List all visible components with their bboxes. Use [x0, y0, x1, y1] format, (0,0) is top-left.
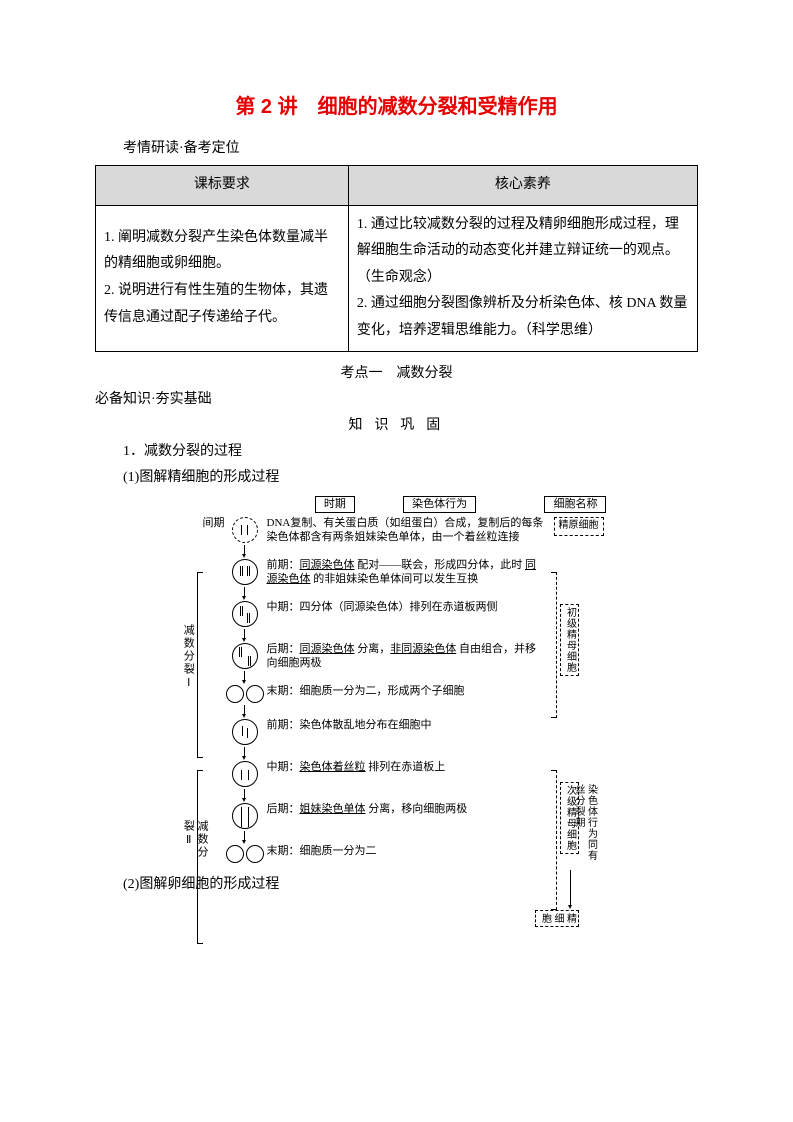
kaodian-heading: 考点一 减数分裂: [95, 362, 698, 382]
cell-m1-metaphase: [232, 601, 258, 627]
cell-m2-anaphase: [232, 803, 258, 829]
arrow-icon: [244, 747, 245, 757]
arrow-icon: [244, 831, 245, 841]
desc-interphase: DNA复制、有关蛋白质（如组蛋白）合成，复制后的每条染色体都含有两条姐妹染色单体…: [261, 517, 551, 545]
arrow-icon: [244, 671, 245, 681]
desc-m1-telophase: 末期：细胞质一分为二，形成两个子细胞: [261, 685, 551, 699]
cellname-sperm: 精细胞: [535, 910, 579, 927]
cell-m1-telophase: [226, 685, 264, 703]
hdr-time: 时期: [315, 496, 355, 514]
page-title: 第 2 讲 细胞的减数分裂和受精作用: [95, 90, 698, 119]
desc-m2-anaphase: 后期：姐妹染色单体 分离，移向细胞两极: [261, 803, 551, 817]
desc-m2-prophase: 前期：染色体散乱地分布在细胞中: [261, 719, 551, 733]
section-1: 1．减数分裂的过程: [95, 440, 698, 460]
meiosis-diagram: 减数分裂Ⅰ 减数分裂Ⅱ 初级精母细胞 次级精母细胞 染色体行为同有丝分裂期 精细…: [187, 496, 607, 864]
hdr-behavior: 染色体行为: [403, 496, 476, 514]
item-1-1: (1)图解精细胞的形成过程: [95, 466, 698, 486]
desc-m2-metaphase: 中期：染色体着丝粒 排列在赤道板上: [261, 761, 551, 775]
hdr-cellname: 细胞名称: [544, 496, 606, 514]
cell-m1-prophase: [232, 559, 258, 585]
subtitle-kaoqing: 考情研读·备考定位: [95, 137, 698, 157]
td-kebiao: 1. 阐明减数分裂产生染色体数量减半的精细胞或卵细胞。 2. 说明进行有性生殖的…: [96, 205, 349, 351]
arrow-icon: [244, 545, 245, 555]
cell-m1-anaphase: [232, 643, 258, 669]
cell-interphase: [232, 517, 258, 543]
arrow-icon: [244, 587, 245, 597]
zhishi-heading: 知 识 巩 固: [95, 414, 698, 434]
item-1-2: (2)图解卵细胞的形成过程: [95, 873, 698, 893]
th-hexin: 核心素养: [348, 166, 697, 206]
arrow-icon: [244, 629, 245, 639]
label-interphase: 间期: [187, 517, 229, 531]
desc-m1-anaphase: 后期：同源染色体 分离，非同源染色体 自由组合，并移向细胞两极: [261, 643, 551, 671]
desc-m1-metaphase: 中期：四分体（同源染色体）排列在赤道板两侧: [261, 601, 551, 615]
bibei-heading: 必备知识·夯实基础: [95, 388, 698, 408]
arrow-icon: [244, 705, 245, 715]
cell-m2-metaphase: [232, 761, 258, 787]
td-hexin: 1. 通过比较减数分裂的过程及精卵细胞形成过程，理解细胞生命活动的动态变化并建立…: [348, 205, 697, 351]
th-kebiao: 课标要求: [96, 166, 349, 206]
arrow-icon: [244, 789, 245, 799]
requirements-table: 课标要求 核心素养 1. 阐明减数分裂产生染色体数量减半的精细胞或卵细胞。 2.…: [95, 165, 698, 352]
desc-m1-prophase: 前期：同源染色体 配对——联会，形成四分体，此时 同源染色体 的非姐妹染色单体间…: [261, 559, 551, 587]
cellname-interphase: 精原细胞: [554, 517, 604, 536]
cell-m2-telophase: [226, 845, 264, 863]
desc-m2-telophase: 末期：细胞质一分为二: [261, 845, 551, 859]
cell-m2-prophase: [232, 719, 258, 745]
